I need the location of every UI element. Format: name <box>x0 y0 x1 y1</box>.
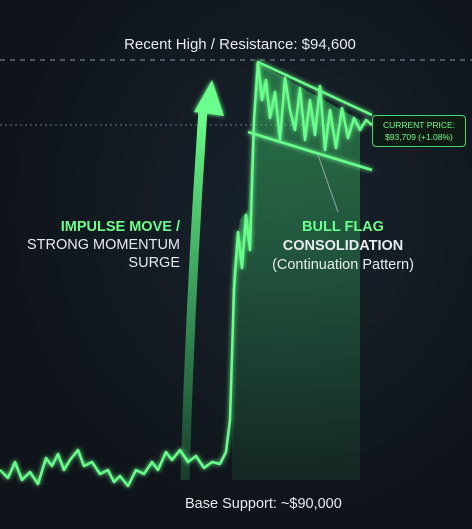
impulse-arrow <box>180 109 208 481</box>
flag-pointer <box>317 154 339 213</box>
current-price-label: CURRENT PRICE: <box>382 120 456 130</box>
impulse-arrowhead <box>194 80 224 116</box>
support-label: Base Support: ~$90,000 <box>185 496 342 512</box>
flag-bottom-line <box>247 130 373 172</box>
current-price-value: $93,709 (+1.08%) <box>385 132 453 142</box>
impulse-text: STRONG MOMENTUM <box>26 237 180 253</box>
flag-text: CONSOLIDATION <box>282 238 404 254</box>
impulse-label: IMPULSE MOVE / STRONG MOMENTUM SURGE <box>27 218 180 272</box>
current-price-box: CURRENT PRICE: $93,709 (+1.08%) <box>372 115 466 147</box>
flag-area <box>232 62 360 480</box>
impulse-title: IMPULSE MOVE / <box>60 219 180 235</box>
flag-title: BULL FLAG <box>302 219 384 235</box>
impulse-text: SURGE <box>128 255 180 271</box>
flag-top-line <box>257 60 373 117</box>
price-line <box>0 60 373 488</box>
flag-label: BULL FLAG CONSOLIDATION (Continuation Pa… <box>243 218 443 275</box>
flag-text: (Continuation Pattern) <box>272 257 414 273</box>
resistance-label: Recent High / Resistance: $94,600 <box>124 36 356 53</box>
